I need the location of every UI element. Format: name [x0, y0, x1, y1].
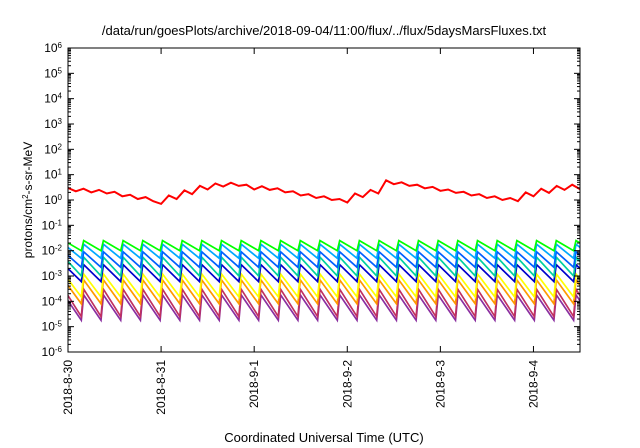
y-tick-label: 106 [44, 41, 62, 56]
y-tick-label: 100 [44, 193, 62, 208]
y-tick-label-base: 10 [44, 92, 58, 106]
series-line [68, 255, 580, 278]
y-tick-label-base: 10 [42, 269, 56, 283]
series-line [68, 242, 580, 260]
y-axis-label: protons/cm2-s-sr-MeV [21, 142, 36, 258]
y-axis-label-text: protons/cm [21, 199, 35, 258]
y-tick-label: 10-4 [42, 294, 63, 309]
y-tick-label-base: 10 [44, 142, 58, 156]
y-tick-label-exp: -5 [55, 319, 63, 328]
y-tick-label-exp: -1 [55, 218, 63, 227]
plot-area [68, 178, 580, 323]
y-tick-label-base: 10 [44, 41, 58, 55]
y-axis-label-sup: 2 [21, 194, 30, 199]
y-tick-label-exp: 5 [58, 66, 63, 75]
y-tick-label-exp: 2 [58, 142, 63, 151]
y-tick-label-base: 10 [44, 117, 58, 131]
chart-title: /data/run/goesPlots/archive/2018-09-04/1… [102, 23, 547, 38]
x-tick-label: 2018-8-30 [61, 360, 75, 415]
series-line [68, 286, 580, 320]
series-line [68, 178, 580, 206]
series-line [68, 271, 580, 300]
y-tick-label: 101 [44, 167, 62, 182]
y-tick-label: 104 [44, 91, 62, 106]
y-tick-label-exp: -2 [55, 243, 63, 252]
x-tick-label: 2018-9-4 [526, 360, 540, 408]
series-line [68, 277, 580, 307]
y-tick-label-base: 10 [42, 244, 56, 258]
y-tick-label-exp: -4 [55, 294, 63, 303]
y-tick-label-exp: 3 [58, 117, 63, 126]
y-axis-label-unit: -s-sr-MeV [21, 142, 35, 195]
x-tick-label: 2018-8-31 [154, 360, 168, 415]
y-axis: 10-610-510-410-310-210-11001011021031041… [42, 41, 580, 360]
y-tick-label: 103 [44, 117, 62, 132]
y-tick-label-base: 10 [42, 218, 56, 232]
series-line [68, 262, 580, 284]
x-axis: 2018-8-30 2018-8-31 2018-9-1 2018-9-2 2018-9… [61, 48, 540, 415]
series-line [68, 239, 580, 253]
series-group [68, 178, 580, 323]
y-tick-label-exp: 1 [58, 167, 63, 176]
y-tick-label: 10-5 [42, 319, 63, 334]
x-axis-label: Coordinated Universal Time (UTC) [224, 430, 423, 445]
y-tick-label-base: 10 [44, 168, 58, 182]
y-tick-label-base: 10 [44, 66, 58, 80]
x-tick-label: 2018-9-2 [340, 360, 354, 408]
y-tick-label-base: 10 [44, 193, 58, 207]
x-tick-label: 2018-9-1 [247, 360, 261, 408]
y-tick-label: 102 [44, 142, 62, 157]
y-tick-label-exp: 6 [58, 41, 63, 50]
y-tick-label: 10-1 [42, 218, 63, 233]
y-tick-label-exp: -6 [55, 345, 63, 354]
y-tick-label-base: 10 [42, 320, 56, 334]
series-line [68, 250, 580, 269]
y-tick-label-exp: 0 [58, 193, 63, 202]
y-tick-label-exp: 4 [58, 91, 63, 100]
y-tick-label: 105 [44, 66, 62, 81]
x-tick-label: 2018-9-3 [433, 360, 447, 408]
y-tick-label-base: 10 [42, 345, 56, 359]
y-tick-label-base: 10 [42, 294, 56, 308]
y-tick-label-exp: -3 [55, 269, 63, 278]
y-tick-label: 10-2 [42, 243, 63, 258]
y-tick-label: 10-6 [42, 345, 63, 360]
y-tick-label: 10-3 [42, 269, 63, 284]
series-line [68, 292, 580, 323]
